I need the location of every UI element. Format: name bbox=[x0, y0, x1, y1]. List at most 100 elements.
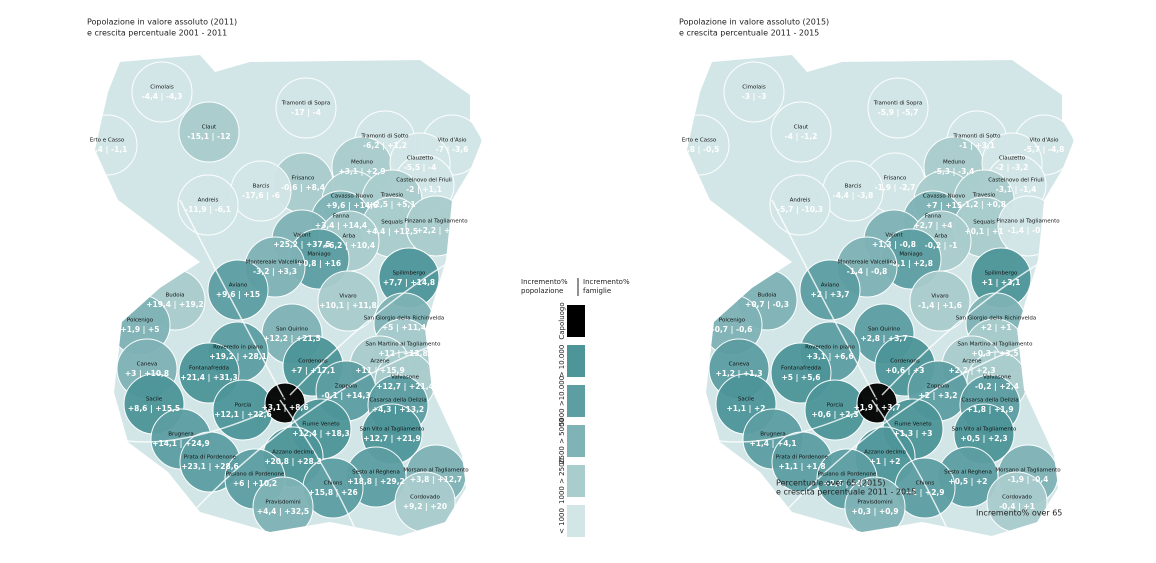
municipality-name: Spilimbergo bbox=[985, 271, 1018, 277]
municipality-value: -6,2 | +1,2 bbox=[363, 141, 407, 151]
municipality-value: +4,3 | +13,2 bbox=[372, 405, 424, 415]
municipality-name: Barcis bbox=[253, 184, 270, 190]
legend-swatch bbox=[567, 465, 585, 497]
municipality-value: +0,5 | +2 bbox=[948, 477, 987, 487]
municipality-value: +7 | +17,1 bbox=[291, 366, 335, 376]
municipality-value: -7 | -3,6 bbox=[436, 145, 469, 155]
municipality-name: Valvasone bbox=[983, 375, 1012, 381]
municipality-name: Porcia bbox=[827, 403, 844, 409]
municipality-name: Budoia bbox=[757, 293, 776, 299]
municipality-value: +2,7 | +4 bbox=[913, 221, 952, 231]
road bbox=[279, 399, 361, 536]
municipality-name: San Giorgio della Richinvelda bbox=[956, 316, 1037, 322]
municipality-name: San Martino al Tagliamento bbox=[366, 342, 442, 348]
road bbox=[179, 199, 286, 401]
footer: Percentuale over 65 (2015) bbox=[776, 479, 885, 488]
municipality-value: -17 | -4 bbox=[291, 108, 321, 118]
municipality bbox=[909, 270, 971, 332]
municipality-value: -1,2 | +0,8 bbox=[962, 200, 1006, 210]
municipality-value: -0,1 | +14,3 bbox=[321, 391, 370, 401]
municipality-name: Arzene bbox=[962, 359, 982, 365]
municipality-name: Frisanco bbox=[884, 176, 907, 182]
municipality-name: Chions bbox=[916, 481, 935, 487]
municipality-value: -1,9 | -2,7 bbox=[875, 183, 916, 193]
municipality-value: -3,2 | +3,3 bbox=[253, 267, 297, 277]
municipality-name: Roveredo in piano bbox=[213, 345, 263, 351]
legend-population: Incremento% bbox=[521, 278, 568, 286]
municipality-value: +1 | +3,1 bbox=[981, 278, 1020, 288]
municipality-name: Tramonti di Sotto bbox=[952, 134, 1001, 140]
municipality-name: Fanna bbox=[333, 214, 349, 220]
legend-swatch bbox=[567, 385, 585, 417]
municipality bbox=[799, 259, 861, 321]
municipality bbox=[317, 270, 379, 332]
municipality-value: +1 | +2,9 bbox=[905, 488, 944, 498]
municipality-name: Brugnera bbox=[760, 432, 786, 438]
municipality-value: +10,1 | +11,8 bbox=[319, 301, 377, 311]
municipality-name: Sacile bbox=[738, 397, 755, 403]
municipality-value: +9,6 | +14,6 bbox=[326, 201, 378, 211]
municipality-value: +14,1 | +24,9 bbox=[152, 439, 210, 449]
municipality-value: +9,6 | +15 bbox=[216, 290, 260, 300]
legend-families: Incremento% bbox=[583, 278, 630, 286]
legend-families-sub: famiglie bbox=[583, 287, 611, 295]
municipality-name: Polcenigo bbox=[719, 318, 746, 324]
municipality-value: -17,6 | -6 bbox=[242, 191, 280, 201]
municipality-name: Cimolais bbox=[150, 85, 174, 91]
municipality-name: Fiume Veneto bbox=[302, 422, 340, 428]
municipality-name: Maniago bbox=[307, 252, 331, 258]
map-subtitle: e crescita percentuale 2011 - 2015 bbox=[679, 29, 819, 38]
municipality-value: +1,3 | +3 bbox=[893, 429, 932, 439]
municipality-value: +2 | +1 bbox=[981, 323, 1012, 333]
municipality-value: -1 | +3,1 bbox=[959, 141, 995, 151]
municipality-value: +1,1 | +2 bbox=[726, 404, 765, 414]
municipality-name: Claut bbox=[202, 125, 217, 131]
municipality-name: Erto e Casso bbox=[90, 138, 125, 144]
municipality-name: Vito d'Asio bbox=[438, 138, 468, 144]
municipality-name: Clauzetto bbox=[999, 156, 1026, 162]
map-title: Popolazione in valore assoluto (2011) bbox=[87, 18, 237, 27]
municipality bbox=[207, 259, 269, 321]
municipality-value: -0,2 | -1 bbox=[925, 241, 958, 251]
municipality-value: +0,3 | +3,5 bbox=[971, 349, 1018, 359]
legend-swatch bbox=[567, 345, 585, 377]
municipality-value: +3,8 | +12,7 bbox=[410, 475, 462, 485]
municipality-name: Pinzano al Tagliamento bbox=[996, 219, 1060, 225]
municipality-name: Valvasone bbox=[391, 375, 420, 381]
municipality-value: +12,2 | +21,5 bbox=[263, 334, 321, 344]
municipality-value: +7,7 | +14,8 bbox=[383, 278, 435, 288]
municipality-value: +5 | +5,6 bbox=[781, 373, 820, 383]
municipality-name: Pravisdomini bbox=[857, 500, 893, 506]
municipality-name: San Quirino bbox=[276, 327, 309, 333]
municipality-value: +12,7 | +21,9 bbox=[363, 434, 421, 444]
municipality-name: Vajont bbox=[885, 233, 903, 239]
municipality-value: -11,9 | -6,1 bbox=[185, 205, 231, 215]
municipality-value: -5,5 | -4 bbox=[404, 163, 437, 173]
municipality-name: Vito d'Asio bbox=[1030, 138, 1060, 144]
municipality-value: -5,7 | -4,8 bbox=[1024, 145, 1065, 155]
municipality-value: +2,5 | +5,1 bbox=[368, 200, 415, 210]
municipality-value: -4,4 | -4,3 bbox=[142, 92, 183, 102]
municipality-value: +0,1 | +1 bbox=[964, 227, 1003, 237]
municipality-value: +12,1 | +22,6 bbox=[214, 410, 272, 420]
municipality-name: Barcis bbox=[845, 184, 862, 190]
municipality-value: +1,4 | +4,1 bbox=[749, 439, 796, 449]
municipality-name: Cavasso Nuovo bbox=[331, 194, 374, 200]
municipality-name: Castelnovo del Friuli bbox=[988, 178, 1044, 184]
municipality-value: +3,1 | +2,9 bbox=[338, 167, 385, 177]
municipality-value: -0,2 | +2,4 bbox=[975, 382, 1019, 392]
legend-class: < 1000 bbox=[558, 508, 566, 534]
municipality-name: Cavasso Nuovo bbox=[923, 194, 966, 200]
municipality-name: Prata di Pordenone bbox=[776, 455, 829, 461]
municipality-name: Prata di Pordenone bbox=[184, 455, 237, 461]
road bbox=[711, 409, 863, 443]
municipality-name: San Vito al Tagliamento bbox=[952, 427, 1017, 433]
municipality-value: +12 | +13,8 bbox=[378, 349, 427, 359]
municipality-value: +3,4 | +14,4 bbox=[315, 221, 367, 231]
municipality-value: +4,4 | +12,5 bbox=[366, 227, 418, 237]
municipality bbox=[867, 77, 929, 139]
municipality-name: Fontanafredda bbox=[189, 366, 229, 372]
municipality-value: +1,8 | +1,9 bbox=[966, 405, 1013, 415]
municipality-name: Sequals bbox=[973, 220, 995, 226]
